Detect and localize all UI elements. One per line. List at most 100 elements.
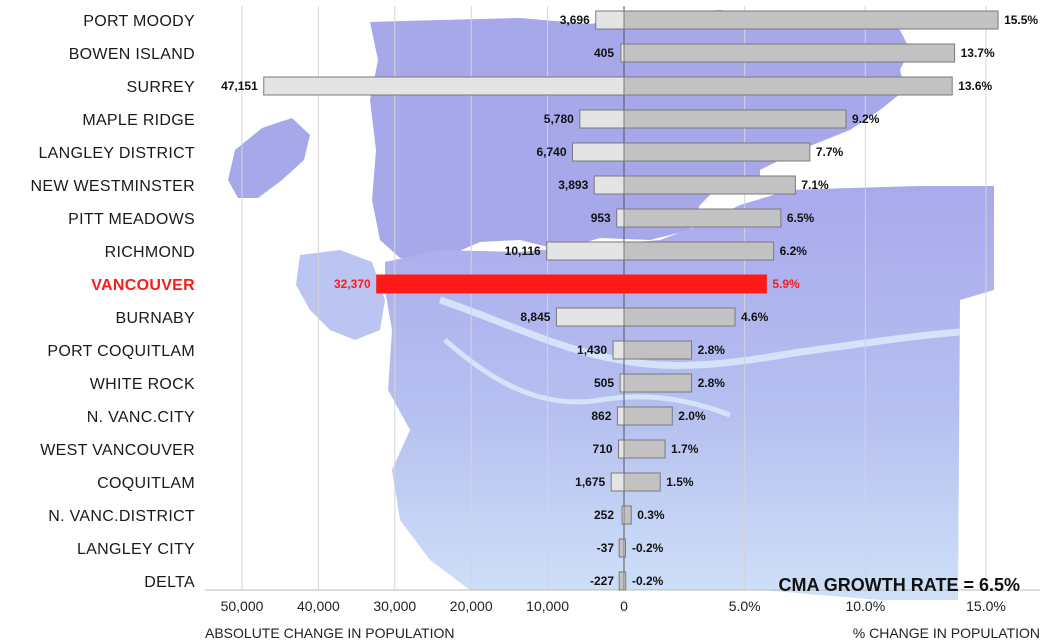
grid	[205, 6, 1040, 591]
absolute-change-bar	[619, 373, 625, 393]
left-tick-label: 20,000	[450, 598, 493, 614]
category-label: COQUITLAM	[97, 475, 195, 492]
absolute-change-bar	[616, 208, 625, 228]
percent-change-label: 13.7%	[961, 46, 995, 60]
category-label: PITT MEADOWS	[68, 211, 195, 228]
absolute-change-bar	[572, 142, 625, 162]
absolute-change-label: 1,430	[577, 343, 607, 357]
percent-change-label: 0.3%	[637, 508, 665, 522]
map-peninsula	[296, 250, 385, 340]
percent-change-label: 15.5%	[1004, 13, 1038, 27]
bars	[263, 10, 999, 591]
right-tick-label: 10.0%	[845, 598, 885, 614]
absolute-change-label: 47,151	[221, 79, 258, 93]
percent-change-label: 7.1%	[801, 178, 829, 192]
percent-change-bar	[623, 142, 811, 162]
category-label: LANGLEY CITY	[77, 541, 195, 558]
percent-change-bar	[623, 43, 956, 63]
percent-change-label: 1.5%	[666, 475, 694, 489]
left-tick-label: 40,000	[297, 598, 340, 614]
percent-change-label: 6.2%	[780, 244, 808, 258]
absolute-change-bar	[263, 76, 625, 96]
category-label: SURREY	[127, 79, 196, 96]
percent-change-label: 2.0%	[678, 409, 706, 423]
category-label: WEST VANCOUVER	[40, 442, 195, 459]
absolute-change-label: 862	[591, 409, 611, 423]
absolute-change-bar	[376, 274, 625, 294]
absolute-change-label: 10,116	[505, 244, 541, 258]
percent-change-label: 9.2%	[852, 112, 880, 126]
percent-change-bar	[623, 109, 847, 129]
right-tick-label: 15.0%	[966, 598, 1006, 614]
absolute-change-bar	[610, 472, 625, 492]
absolute-change-label: 953	[591, 211, 611, 225]
category-label: PORT MOODY	[83, 13, 195, 30]
map-north-shore	[370, 10, 910, 260]
left-tick-label: 30,000	[373, 598, 416, 614]
percent-change-bar	[623, 274, 767, 294]
category-label: MAPLE RIDGE	[82, 112, 195, 129]
category-label: LANGLEY DISTRICT	[38, 145, 195, 162]
percent-change-label: 5.9%	[772, 277, 800, 291]
absolute-change-bar	[555, 307, 625, 327]
absolute-change-bar	[618, 439, 625, 459]
percent-change-bar	[623, 340, 693, 360]
category-label: WHITE ROCK	[90, 376, 195, 393]
percent-change-bar	[623, 208, 782, 228]
absolute-change-label: -37	[597, 541, 615, 555]
category-label: DELTA	[144, 574, 195, 591]
absolute-change-label: 405	[594, 46, 614, 60]
left-axis-title: ABSOLUTE CHANGE IN POPULATION	[205, 625, 454, 641]
percent-change-bar	[623, 10, 999, 30]
percent-change-bar	[618, 538, 625, 558]
category-label: NEW WESTMINSTER	[31, 178, 196, 195]
left-tick-label: 50,000	[221, 598, 264, 614]
map-river	[438, 296, 961, 369]
percent-change-label: 7.7%	[816, 145, 844, 159]
percent-change-bar	[623, 307, 736, 327]
absolute-change-label: 8,845	[520, 310, 550, 324]
percent-change-bar	[623, 472, 661, 492]
absolute-change-bar	[593, 175, 625, 195]
percent-change-label: 13.6%	[958, 79, 992, 93]
percent-change-label: 1.7%	[671, 442, 699, 456]
absolute-change-label: 710	[593, 442, 613, 456]
percent-change-label: 2.8%	[698, 376, 726, 390]
absolute-change-bar	[546, 241, 625, 261]
absolute-change-bar	[579, 109, 625, 129]
absolute-change-label: -227	[590, 574, 614, 588]
category-label: PORT COQUITLAM	[47, 343, 195, 360]
percent-change-bar	[623, 373, 693, 393]
category-label: N. VANC.DISTRICT	[48, 508, 195, 525]
category-label: RICHMOND	[105, 244, 195, 261]
category-label: N. VANC.CITY	[87, 409, 195, 426]
category-label: VANCOUVER	[91, 277, 195, 294]
left-tick-label: 0	[620, 598, 628, 614]
left-tick-label: 10,000	[526, 598, 569, 614]
absolute-change-label: 1,675	[575, 475, 605, 489]
category-label: BURNABY	[116, 310, 195, 327]
absolute-change-label: 6,740	[536, 145, 566, 159]
percent-change-label: 2.8%	[698, 343, 726, 357]
percent-change-bar	[623, 505, 632, 525]
cma-growth-annotation: CMA GROWTH RATE = 6.5%	[778, 575, 1020, 595]
absolute-change-bar	[612, 340, 625, 360]
category-label: BOWEN ISLAND	[69, 46, 195, 63]
map-river-arm	[443, 338, 731, 418]
absolute-change-label: 5,780	[544, 112, 574, 126]
absolute-change-label: 505	[594, 376, 614, 390]
absolute-change-label: 252	[594, 508, 614, 522]
percent-change-bar	[623, 175, 796, 195]
category-labels: PORT MOODY BOWEN ISLAND SURREY MAPLE RIDGE L…	[31, 13, 196, 591]
right-tick-label: 5.0%	[729, 598, 761, 614]
tick-labels: 50,000 40,000 30,000 20,000 10,000 0 5.0% 10.0%…	[221, 598, 1006, 614]
absolute-change-bar	[616, 406, 625, 426]
right-axis-title: % CHANGE IN POPULATION	[853, 625, 1040, 641]
percent-change-label: 4.6%	[741, 310, 769, 324]
percent-change-bar	[623, 439, 666, 459]
percent-change-label: 6.5%	[787, 211, 815, 225]
map-island	[228, 118, 310, 198]
percent-change-bar	[623, 241, 775, 261]
percent-change-label: -0.2%	[632, 574, 664, 588]
